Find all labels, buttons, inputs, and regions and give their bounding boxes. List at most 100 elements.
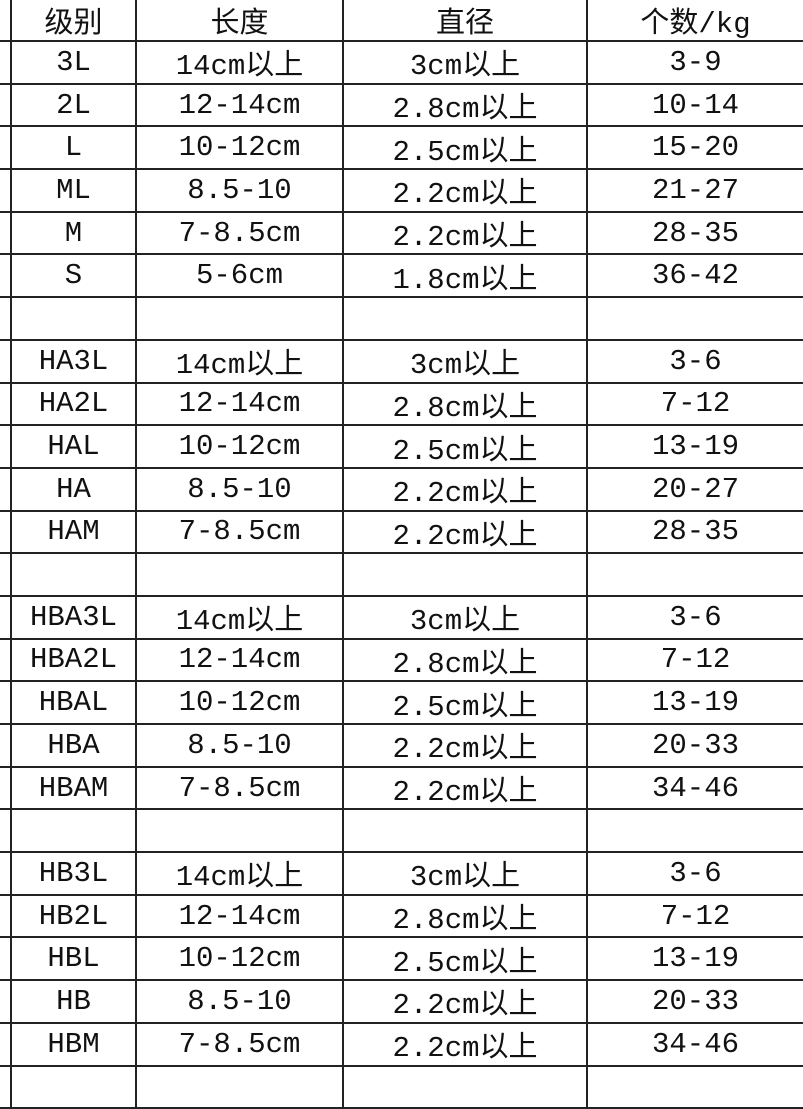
- row-margin: [0, 1067, 12, 1108]
- header-count-per-kg: 个数/kg: [588, 0, 803, 40]
- header-length: 长度: [137, 0, 344, 40]
- cell-length: 10-12cm: [137, 938, 344, 979]
- cell-grade: HBL: [12, 938, 137, 979]
- cell-grade: HBAM: [12, 768, 137, 809]
- cell-grade: S: [12, 255, 137, 296]
- row-margin: [0, 213, 12, 254]
- cell-length: 10-12cm: [137, 682, 344, 723]
- cell-grade: HAL: [12, 426, 137, 467]
- row-margin: [0, 127, 12, 168]
- cell-length: 12-14cm: [137, 85, 344, 126]
- cell-count-per-kg: 3-9: [588, 42, 803, 83]
- cell-count-per-kg: 34-46: [588, 768, 803, 809]
- cell-length: [137, 298, 344, 339]
- cell-length: 8.5-10: [137, 170, 344, 211]
- cell-grade: L: [12, 127, 137, 168]
- cell-count-per-kg: 13-19: [588, 426, 803, 467]
- row-margin: [0, 255, 12, 296]
- header-row: 级别长度直径个数/kg: [0, 0, 803, 42]
- header-grade: 级别: [12, 0, 137, 40]
- cell-length: 7-8.5cm: [137, 768, 344, 809]
- cell-grade: [12, 554, 137, 595]
- row-margin: [0, 938, 12, 979]
- cell-grade: 2L: [12, 85, 137, 126]
- cell-length: 7-8.5cm: [137, 1024, 344, 1065]
- cell-grade: 3L: [12, 42, 137, 83]
- cell-count-per-kg: 3-6: [588, 853, 803, 894]
- spacer-row: [0, 554, 803, 597]
- cell-diameter: 2.2cm以上: [344, 213, 588, 254]
- cell-diameter: 2.8cm以上: [344, 384, 588, 425]
- cell-count-per-kg: 13-19: [588, 682, 803, 723]
- cell-diameter: 2.5cm以上: [344, 426, 588, 467]
- cell-length: 12-14cm: [137, 384, 344, 425]
- row-margin: [0, 1024, 12, 1065]
- cell-diameter: 3cm以上: [344, 597, 588, 638]
- cell-diameter: 2.5cm以上: [344, 682, 588, 723]
- cell-diameter: 2.2cm以上: [344, 1024, 588, 1065]
- cell-count-per-kg: 34-46: [588, 1024, 803, 1065]
- cell-grade: HBAL: [12, 682, 137, 723]
- cell-length: 12-14cm: [137, 896, 344, 937]
- cell-count-per-kg: 20-33: [588, 725, 803, 766]
- cell-grade: HBA: [12, 725, 137, 766]
- cell-length: 12-14cm: [137, 640, 344, 681]
- row-margin: [0, 725, 12, 766]
- cell-count-per-kg: [588, 554, 803, 595]
- header-diameter: 直径: [344, 0, 588, 40]
- cell-grade: [12, 1067, 137, 1108]
- row-margin: [0, 426, 12, 467]
- row-margin: [0, 298, 12, 339]
- cell-count-per-kg: 10-14: [588, 85, 803, 126]
- cell-diameter: [344, 1067, 588, 1108]
- row-margin: [0, 469, 12, 510]
- cell-count-per-kg: 3-6: [588, 597, 803, 638]
- row-margin: [0, 512, 12, 553]
- cell-diameter: 2.2cm以上: [344, 170, 588, 211]
- row-margin: [0, 597, 12, 638]
- cell-count-per-kg: 20-27: [588, 469, 803, 510]
- cell-diameter: 2.5cm以上: [344, 938, 588, 979]
- cell-diameter: 2.2cm以上: [344, 981, 588, 1022]
- row-margin: [0, 0, 12, 40]
- row-margin: [0, 341, 12, 382]
- cell-count-per-kg: [588, 298, 803, 339]
- cell-length: 10-12cm: [137, 426, 344, 467]
- cell-grade: HB2L: [12, 896, 137, 937]
- cell-diameter: 3cm以上: [344, 853, 588, 894]
- cell-diameter: 2.2cm以上: [344, 512, 588, 553]
- cell-length: 14cm以上: [137, 597, 344, 638]
- row-margin: [0, 170, 12, 211]
- cell-grade: HA: [12, 469, 137, 510]
- cell-diameter: 2.2cm以上: [344, 469, 588, 510]
- cell-grade: HBM: [12, 1024, 137, 1065]
- cell-diameter: 2.5cm以上: [344, 127, 588, 168]
- cell-length: 14cm以上: [137, 853, 344, 894]
- row-margin: [0, 981, 12, 1022]
- cell-diameter: 2.2cm以上: [344, 768, 588, 809]
- cell-grade: HB: [12, 981, 137, 1022]
- spacer-row: [0, 298, 803, 341]
- cell-diameter: 2.8cm以上: [344, 640, 588, 681]
- spacer-row: [0, 1067, 803, 1109]
- row-margin: [0, 682, 12, 723]
- cell-count-per-kg: [588, 810, 803, 851]
- cell-length: [137, 810, 344, 851]
- row-margin: [0, 810, 12, 851]
- cell-count-per-kg: 15-20: [588, 127, 803, 168]
- cell-count-per-kg: 3-6: [588, 341, 803, 382]
- cell-grade: HAM: [12, 512, 137, 553]
- cell-count-per-kg: 13-19: [588, 938, 803, 979]
- cell-diameter: 2.2cm以上: [344, 725, 588, 766]
